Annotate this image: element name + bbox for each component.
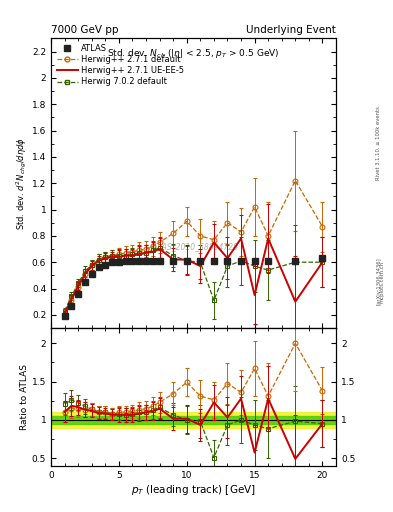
Y-axis label: Ratio to ATLAS: Ratio to ATLAS	[20, 364, 29, 430]
Text: Rivet 3.1.10, ≥ 100k events: Rivet 3.1.10, ≥ 100k events	[376, 106, 380, 180]
Text: Std. dev. $N_{ch}$ ($|\eta|$ < 2.5, $p_T$ > 0.5 GeV): Std. dev. $N_{ch}$ ($|\eta|$ < 2.5, $p_T…	[107, 47, 280, 60]
Text: 7000 GeV pp: 7000 GeV pp	[51, 25, 119, 35]
Legend: ATLAS, Herwig++ 2.7.1 default, Herwig++ 2.7.1 UE-EE-5, Herwig 7.0.2 default: ATLAS, Herwig++ 2.7.1 default, Herwig++ …	[55, 42, 186, 88]
Text: mcplots.cern.ch: mcplots.cern.ch	[380, 261, 385, 303]
Bar	[51, 412, 336, 428]
Y-axis label: Std. dev. $d^2 N_{chg}/d\eta d\phi$: Std. dev. $d^2 N_{chg}/d\eta d\phi$	[15, 137, 29, 230]
Text: ATLAS_2010_S8894728: ATLAS_2010_S8894728	[149, 242, 239, 251]
Text: Underlying Event: Underlying Event	[246, 25, 336, 35]
Bar	[51, 416, 336, 424]
X-axis label: $p_T$ (leading track) [GeV]: $p_T$ (leading track) [GeV]	[131, 482, 256, 497]
Text: [arXiv:1306.3436]: [arXiv:1306.3436]	[376, 258, 380, 306]
